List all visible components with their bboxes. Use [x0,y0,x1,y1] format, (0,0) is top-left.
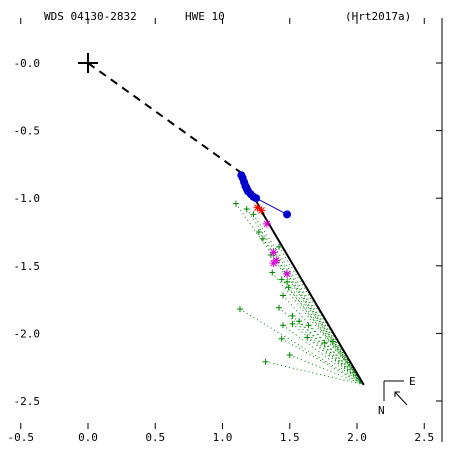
green-plus-point [255,229,262,235]
compass: E N [378,375,416,417]
y-tick-label: -1.5 [14,260,41,273]
green-plus-point [304,334,311,341]
green-plus-point [280,322,287,329]
red-star-point [253,203,262,212]
green-plus-point [286,352,293,359]
y-tick-label: -1.0 [14,192,41,205]
red-star-point [257,206,266,215]
y-tick-label: -0.5 [14,125,41,138]
green-plus-point [296,318,303,325]
x-tick-labels: -0.5 0.0 0.5 1.0 1.5 2.0 2.5 [8,431,435,444]
green-plus-point [278,276,285,283]
residual-line [270,254,365,386]
residual-line [239,308,364,386]
magenta-star-point [262,219,271,228]
blue-dot-point [283,210,292,219]
green-plus-point [275,243,282,250]
compass-east-label: E [409,375,416,388]
y-tick-label: -2.0 [14,327,41,340]
green-plus-point [321,339,328,346]
magenta-star-point [269,259,278,268]
residual-line [324,342,365,386]
green-plus-point [250,211,257,218]
residual-line [278,246,365,386]
residual-line [306,337,365,386]
blue-dot-point [252,194,261,203]
green-plus-point [289,320,296,327]
green-plus-point [278,335,285,342]
motion-arrow-head [394,391,400,397]
y-tick-labels: -0.0 -0.5 -1.0 -1.5 -2.0 -2.5 [14,57,41,408]
compass-north-label: N [378,404,385,417]
magenta-star-point [283,269,292,278]
magenta-star-point [269,248,278,257]
green-plus-point [243,206,250,213]
wds-label: WDS 04130-2832 [44,10,137,23]
residual-line [288,287,365,386]
x-tick-label: 0.5 [145,431,165,444]
green-plus-point [280,292,287,299]
disc-label: HWE 10 [185,10,225,23]
residual-line [282,324,365,386]
green-plus-point [289,312,296,319]
green-plus-point [236,306,243,313]
green-plus-point [269,269,276,276]
blue-residual-line [255,197,288,215]
green-plus-point [329,338,336,345]
green-plus-point [305,322,312,329]
reference-label: (Hrt2017a) [345,10,411,23]
residual-line [265,361,364,386]
green-plus-point [262,358,269,365]
motion-arrow-shaft [394,391,408,406]
x-tick-label: -0.5 [8,431,35,444]
residual-line [286,281,365,386]
x-tick-label: 2.0 [347,431,367,444]
green-plus-point [232,200,239,207]
residual-line [271,272,365,386]
residual-lines [235,203,365,386]
measurement-markers [78,53,336,365]
green-plus-point [285,284,292,291]
residual-line [282,295,365,386]
green-plus-point [259,235,266,242]
y-tick-label: -0.0 [14,57,41,70]
node-line-dashed [87,62,244,175]
green-plus-point [275,304,282,311]
x-tick-label: 0.0 [78,431,98,444]
x-tick-label: 2.5 [414,431,434,444]
green-plus-point [284,279,291,286]
residual-line [262,238,365,386]
x-tick-label: 1.0 [213,431,233,444]
residual-line [292,315,365,386]
y-tick-label: -2.5 [14,395,41,408]
x-tick-label: 1.5 [280,431,300,444]
axis-ticks [20,18,442,429]
